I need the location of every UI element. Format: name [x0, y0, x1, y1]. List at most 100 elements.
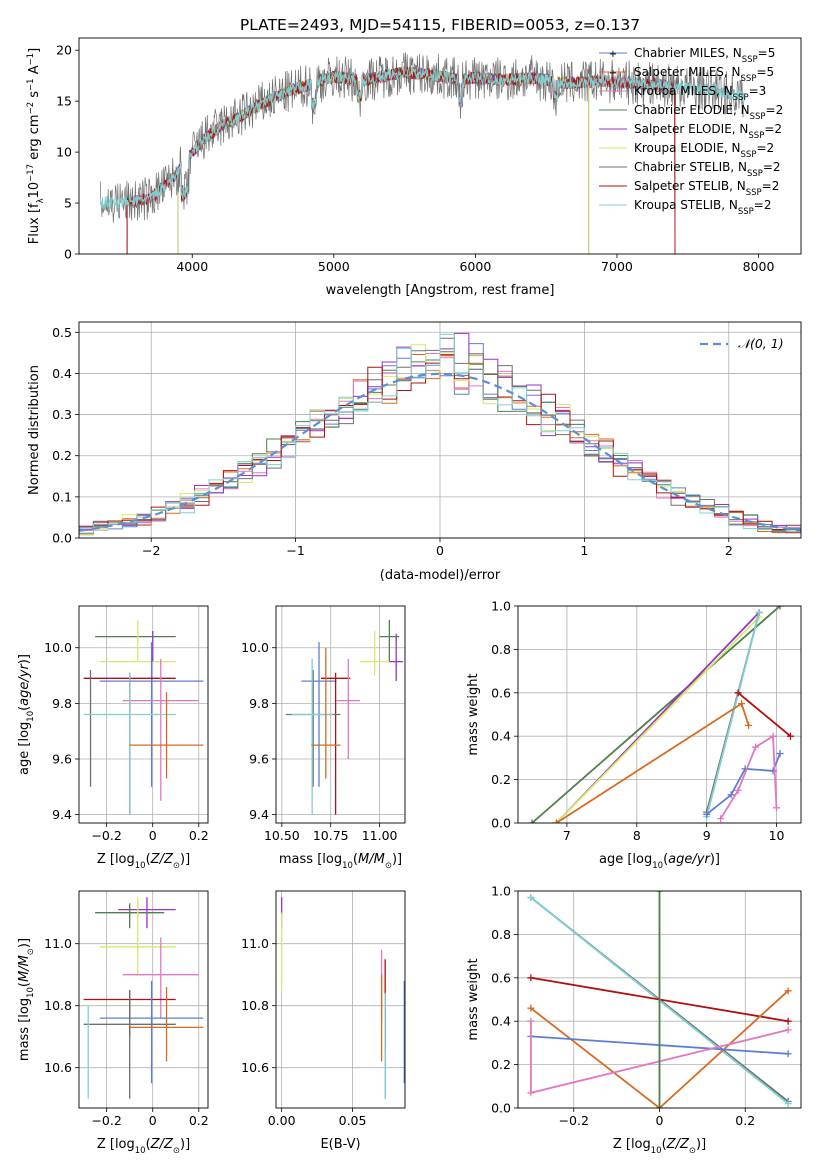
- weight-z-marker: [656, 1104, 663, 1108]
- weight-age-marker: [745, 721, 753, 729]
- weight-age-ytick-label: 0.2: [491, 772, 511, 787]
- spectrum-series: [126, 67, 676, 254]
- residuals-plot-area: [79, 332, 801, 536]
- residuals-ytick-label: 0.5: [52, 325, 72, 340]
- weight-z-series: [530, 990, 789, 1108]
- mass-ebv-ytick-label: 11.0: [241, 936, 269, 951]
- residuals-ytick-label: 0.4: [52, 366, 72, 381]
- mass-ebv-plot-area: [281, 897, 405, 1099]
- age-z-axes: −0.2 0 0.2 9.4 9.6 9.8 10.0 Z [log10(Z/Z⊙)] age …: [17, 605, 209, 871]
- mass-z-ytick-label: 10.6: [44, 1060, 72, 1075]
- age-mass-plot-area: [285, 619, 404, 815]
- weight-z-xlabel: Z [log10(Z/Z⊙)]: [613, 1137, 706, 1156]
- spectrum-ytick-label: 5: [64, 196, 72, 211]
- weight-z-ytick-label: 0.2: [491, 1057, 511, 1072]
- weight-age-marker: [727, 791, 735, 799]
- age-mass-axes: 10.50 10.75 11.00 9.4 9.6 9.8 10.0 mass [log10(…: [241, 605, 406, 871]
- weight-age-marker: [755, 609, 763, 617]
- mass-z-xtick-label: 0.2: [189, 1113, 209, 1128]
- age-mass-ytick-label: 9.4: [249, 807, 269, 822]
- mass-z-ytick-label: 10.8: [44, 998, 72, 1013]
- weight-age-marker: [528, 819, 536, 823]
- age-mass-xlabel: mass [log10(M/M⊙)]: [279, 852, 402, 871]
- mass-ebv-ytick-label: 10.6: [241, 1060, 269, 1075]
- weight-age-ytick-label: 0.4: [491, 729, 511, 744]
- weight-z-marker: [527, 894, 535, 902]
- spectrum-series: [177, 67, 590, 254]
- mass-z-xtick-label: −0.2: [91, 1113, 121, 1128]
- mass-ebv-xtick-label: 0.00: [268, 1113, 296, 1128]
- spectrum-series: [177, 66, 590, 254]
- weight-age-ytick-label: 1.0: [491, 599, 511, 614]
- weight-z-marker: [527, 1089, 535, 1097]
- weight-age-ytick-label: 0.8: [491, 642, 511, 657]
- weight-z-marker: [784, 1017, 792, 1025]
- mass-z-axes: −0.2 0 0.2 10.6 10.8 11.0 Z [log10(Z/Z⊙)] mass …: [17, 890, 209, 1156]
- spectrum-xtick-label: 7000: [601, 259, 633, 274]
- age-z-xtick-label: 0: [149, 828, 157, 843]
- weight-age-xlabel: age [log10(age/yr)]: [599, 852, 720, 871]
- weight-z-ytick-label: 0.8: [491, 927, 511, 942]
- weight-z-ytick-label: 0.6: [491, 970, 511, 985]
- weight-age-series: [719, 734, 778, 820]
- spectrum-ytick-label: 20: [56, 43, 72, 58]
- histogram-series: [79, 333, 801, 534]
- weight-z-xtick-label: 0.2: [735, 1113, 755, 1128]
- mass-z-xlabel: Z [log10(Z/Z⊙)]: [97, 1137, 190, 1156]
- spectrum-legend: + Chabrier MILES, NSSP=5 + Salpeter MILES, …: [599, 46, 783, 217]
- legend-label: Salpeter STELIB, NSSP=2: [634, 179, 779, 198]
- weight-z-ytick-label: 1.0: [491, 884, 511, 899]
- age-mass-ytick-label: 10.0: [241, 640, 269, 655]
- legend-label: Chabrier ELODIE, NSSP=2: [634, 103, 783, 122]
- weight-age-marker: [787, 732, 795, 740]
- normal-legend-label: 𝒩(0, 1): [738, 336, 784, 351]
- weight-age-series: [737, 692, 792, 737]
- weight-age-marker: [776, 750, 784, 758]
- weight-age-ytick-label: 0.0: [491, 816, 511, 831]
- weight-age-marker: [776, 606, 784, 610]
- mass-ebv-axes: 0.00 0.05 10.6 10.8 11.0 E(B-V): [241, 890, 406, 1152]
- mass-z-ytick-label: 11.0: [44, 936, 72, 951]
- weight-z-axes: −0.2 0 0.2 0.0 0.2 0.4 0.6 0.8 1.0 Z [log10(Z/Z⊙)…: [466, 884, 802, 1156]
- spectrum-series: [126, 67, 676, 254]
- legend-label: Chabrier MILES, NSSP=5: [634, 46, 775, 65]
- weight-age-xtick-label: 7: [563, 828, 571, 843]
- mass-ebv-xtick-label: 0.05: [339, 1113, 367, 1128]
- age-z-xtick-label: −0.2: [91, 828, 121, 843]
- spectrum-xtick-label: 6000: [459, 259, 491, 274]
- weight-age-series: [555, 616, 760, 823]
- age-z-ytick-label: 9.8: [52, 696, 72, 711]
- figure-title: PLATE=2493, MJD=54115, FIBERID=0053, z=0…: [240, 16, 640, 34]
- residuals-xtick-label: −1: [286, 543, 304, 558]
- spectrum-axes: 4000 5000 6000 7000 8000 0 5 10 15 20 wavelength […: [26, 37, 802, 298]
- spectrum-xtick-label: 5000: [318, 259, 350, 274]
- residuals-ytick-label: 0.3: [52, 407, 72, 422]
- residuals-xtick-label: 0: [436, 543, 444, 558]
- weight-age-marker: [717, 815, 725, 823]
- mass-z-frame: [78, 890, 209, 1109]
- weight-z-marker: [527, 974, 535, 982]
- legend-label: Kroupa STELIB, NSSP=2: [634, 198, 772, 217]
- weight-age-ylabel: mass weight: [466, 673, 481, 755]
- legend-label: Kroupa ELODIE, NSSP=2: [634, 141, 774, 160]
- weight-z-marker: [784, 1026, 792, 1034]
- age-z-ylabel: age [log10(age/yr)]: [17, 654, 36, 775]
- weight-age-ytick-label: 0.6: [491, 685, 511, 700]
- weight-z-marker: [784, 1100, 792, 1108]
- weight-z-ytick-label: 0.4: [491, 1014, 511, 1029]
- weight-age-plot-area: [528, 606, 795, 823]
- residuals-ytick-label: 0.2: [52, 448, 72, 463]
- spectrum-series: [126, 66, 676, 254]
- weight-z-xtick-label: 0: [656, 1113, 664, 1128]
- weight-age-marker: [703, 810, 711, 818]
- weight-z-marker: [527, 1017, 535, 1025]
- age-mass-xtick-label: 10.50: [264, 828, 300, 843]
- age-z-ytick-label: 10.0: [44, 640, 72, 655]
- age-z-ytick-label: 9.6: [52, 752, 72, 767]
- age-mass-frame: [275, 605, 406, 824]
- spectrum-series: [126, 66, 676, 254]
- age-z-frame: [78, 605, 209, 824]
- weight-age-series: [706, 753, 781, 816]
- weight-age-marker: [734, 689, 742, 697]
